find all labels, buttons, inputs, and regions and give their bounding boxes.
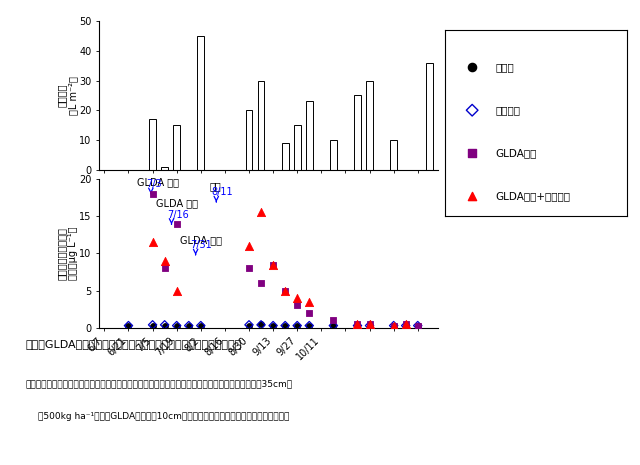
Point — [467, 64, 477, 71]
Point — [467, 106, 477, 114]
Point — [268, 322, 278, 329]
Point — [364, 320, 374, 328]
Bar — [197, 36, 204, 170]
Point — [184, 322, 194, 329]
Bar — [306, 101, 313, 170]
Point — [147, 190, 157, 198]
Point — [268, 261, 278, 268]
Point — [304, 309, 314, 317]
Bar — [258, 80, 264, 170]
Point — [292, 322, 302, 329]
Bar — [161, 167, 168, 170]
Point — [268, 322, 278, 329]
Point — [413, 322, 423, 329]
Point — [244, 265, 254, 272]
Point — [353, 320, 363, 328]
Text: 7/3: 7/3 — [147, 179, 162, 189]
Point — [328, 322, 339, 329]
Point — [172, 322, 182, 329]
Point — [353, 322, 363, 329]
Y-axis label: 浸透水量
（L m⁻²）: 浸透水量 （L m⁻²） — [56, 76, 78, 115]
Point — [172, 287, 182, 294]
Point — [196, 322, 206, 329]
Bar — [173, 125, 180, 170]
Point — [159, 257, 170, 265]
Text: GLDA 添加: GLDA 添加 — [137, 177, 179, 187]
Bar — [149, 119, 156, 170]
Point — [328, 322, 339, 329]
Bar — [282, 143, 289, 170]
Point — [364, 323, 374, 330]
Point — [244, 321, 254, 329]
Point — [280, 322, 291, 329]
Point — [256, 279, 266, 287]
Point — [280, 322, 291, 329]
Point — [244, 242, 254, 250]
Point — [364, 320, 374, 328]
Text: 収穫: 収穫 — [209, 181, 221, 191]
Point — [304, 322, 314, 329]
Point — [196, 322, 206, 329]
Point — [159, 322, 170, 329]
Point — [401, 322, 411, 329]
Point — [256, 209, 266, 216]
Text: 500kg ha⁻¹相当のGLDAを深さ、10cmに埋設した有孔チューブを通じて３回添加。: 500kg ha⁻¹相当のGLDAを深さ、10cmに埋設した有孔チューブを通じて… — [38, 412, 290, 420]
Bar — [294, 125, 301, 170]
Point — [304, 298, 314, 306]
Y-axis label: 浸透水のカドミウム
濃度（μg L⁻¹）: 浸透水のカドミウム 濃度（μg L⁻¹） — [56, 226, 78, 280]
Point — [388, 322, 399, 329]
Point — [124, 322, 134, 329]
Text: 対照区: 対照区 — [496, 62, 515, 73]
Bar — [426, 63, 433, 170]
Point — [256, 320, 266, 328]
Point — [328, 317, 339, 324]
Bar — [246, 110, 252, 170]
Point — [401, 323, 411, 330]
Point — [280, 287, 291, 294]
Point — [172, 220, 182, 227]
Point — [184, 323, 194, 330]
Point — [124, 323, 134, 330]
Point — [364, 322, 374, 329]
Point — [147, 322, 157, 329]
Point — [292, 302, 302, 309]
Bar — [366, 80, 373, 170]
Point — [304, 322, 314, 329]
Point — [401, 320, 411, 328]
Bar — [330, 140, 337, 170]
Point — [147, 239, 157, 246]
Point — [353, 320, 363, 328]
Point — [268, 261, 278, 268]
Point — [388, 322, 399, 329]
Text: GLDA添加+酸度矯正: GLDA添加+酸度矯正 — [496, 191, 571, 201]
Bar — [354, 95, 361, 170]
Text: 図２　GLDA添加が土壌洸透水中のカドミウム濃度に及ぼす影響注）: 図２ GLDA添加が土壌洸透水中のカドミウム濃度に及ぼす影響注） — [26, 339, 242, 350]
Point — [413, 322, 423, 329]
Text: 7/16: 7/16 — [167, 210, 189, 220]
Text: GLDA 添加: GLDA 添加 — [156, 198, 198, 208]
Point — [147, 321, 157, 329]
Text: 注）表１に示したコンクリート枚試験におけるソルガム栅培期間、及び収穫後の推移（有効土層；35cm）: 注）表１に示したコンクリート枚試験におけるソルガム栅培期間、及び収穫後の推移（有… — [26, 379, 292, 388]
Point — [353, 323, 363, 330]
Point — [159, 321, 170, 329]
Point — [401, 320, 411, 328]
Point — [292, 294, 302, 302]
Point — [292, 322, 302, 329]
Text: 8/11: 8/11 — [211, 187, 233, 198]
Point — [467, 192, 477, 199]
Point — [172, 322, 182, 329]
Point — [467, 149, 477, 157]
Bar — [390, 140, 397, 170]
Point — [256, 321, 266, 329]
Point — [388, 322, 399, 329]
Point — [413, 323, 423, 330]
Text: GLDA添加: GLDA添加 — [496, 148, 537, 158]
Point — [388, 322, 399, 329]
Text: 7/31: 7/31 — [191, 240, 212, 250]
Point — [159, 265, 170, 272]
Point — [280, 287, 291, 294]
Text: GLDA 添加: GLDA 添加 — [180, 235, 222, 245]
Point — [244, 322, 254, 329]
Text: 酸度矯正: 酸度矯正 — [496, 105, 521, 115]
